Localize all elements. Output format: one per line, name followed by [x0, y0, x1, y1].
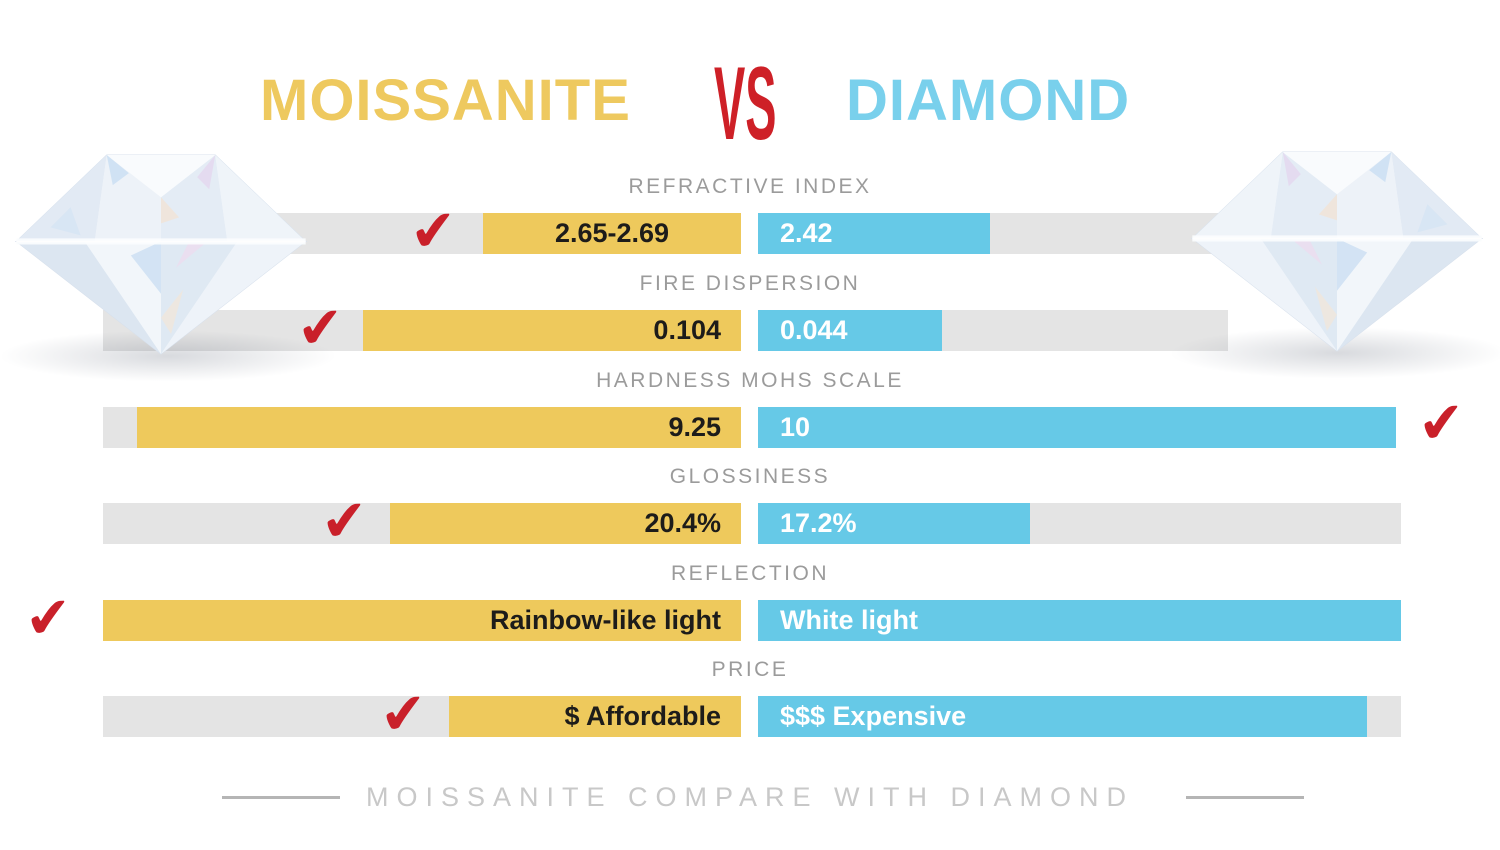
- title-moissanite: MOISSANITE: [260, 68, 631, 133]
- moissanite-value: 0.104: [653, 315, 721, 345]
- winner-check-icon: ✔: [1415, 389, 1468, 458]
- caption-divider-right: [1186, 796, 1304, 799]
- metric-label: GLOSSINESS: [669, 465, 831, 488]
- moissanite-value: 9.25: [668, 412, 721, 442]
- diamond-bar: 10: [758, 407, 1396, 448]
- diamond-bar: 0.044: [758, 310, 942, 351]
- diamond-value: 2.42: [780, 218, 833, 248]
- moissanite-gem-image: [10, 147, 312, 360]
- diamond-gem-image: [1186, 144, 1488, 357]
- moissanite-value: 20.4%: [644, 508, 721, 538]
- title-vs: VS: [714, 46, 777, 162]
- moissanite-bar: 2.65-2.69: [483, 213, 741, 254]
- diamond-value: 17.2%: [780, 508, 857, 538]
- metric-label: PRICE: [711, 658, 789, 681]
- moissanite-bar: 20.4%: [390, 503, 741, 544]
- winner-check-icon: ✔: [407, 197, 460, 266]
- title-diamond: DIAMOND: [846, 68, 1131, 133]
- moissanite-bar: Rainbow-like light: [103, 600, 741, 641]
- diamond-value: White light: [780, 605, 918, 635]
- moissanite-bar: 9.25: [137, 407, 741, 448]
- moissanite-value: $ Affordable: [564, 701, 721, 731]
- winner-check-icon: ✔: [22, 584, 75, 653]
- caption-divider-left: [222, 796, 340, 799]
- metric-label: REFRACTIVE INDEX: [628, 175, 872, 198]
- winner-check-icon: ✔: [377, 680, 430, 749]
- diamond-bar: White light: [758, 600, 1401, 641]
- metric-label: FIRE DISPERSION: [639, 272, 861, 295]
- diamond-value: $$$ Expensive: [780, 701, 967, 731]
- caption: MOISSANITE COMPARE WITH DIAMOND: [365, 782, 1134, 812]
- moissanite-bar: 0.104: [363, 310, 741, 351]
- diamond-bar: 2.42: [758, 213, 990, 254]
- diamond-value: 10: [780, 412, 811, 442]
- moissanite-value: Rainbow-like light: [489, 605, 721, 635]
- diamond-value: 0.044: [780, 315, 848, 345]
- moissanite-bar: $ Affordable: [449, 696, 741, 737]
- metric-label: HARDNESS MOHS SCALE: [596, 369, 904, 392]
- winner-check-icon: ✔: [318, 487, 371, 556]
- moissanite-value: 2.65-2.69: [554, 218, 670, 248]
- diamond-bar: 17.2%: [758, 503, 1030, 544]
- metric-label: REFLECTION: [670, 562, 829, 585]
- diamond-bar: $$$ Expensive: [758, 696, 1367, 737]
